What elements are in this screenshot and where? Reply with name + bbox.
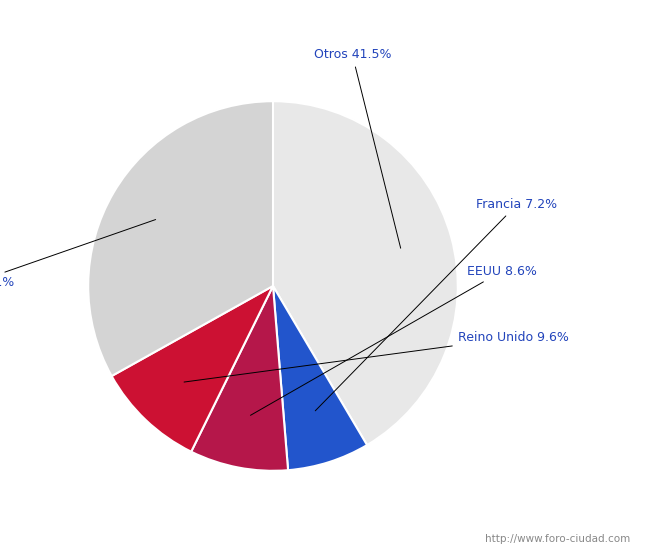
Wedge shape: [191, 286, 288, 471]
Wedge shape: [273, 286, 367, 470]
Text: Reino Unido 9.6%: Reino Unido 9.6%: [184, 331, 569, 382]
Text: EEUU 8.6%: EEUU 8.6%: [250, 265, 537, 415]
Text: Otros 41.5%: Otros 41.5%: [314, 48, 400, 248]
Text: http://www.foro-ciudad.com: http://www.foro-ciudad.com: [486, 535, 630, 544]
Wedge shape: [273, 101, 458, 445]
Text: Noia - Turistas extranjeros según país - Abril de 2024: Noia - Turistas extranjeros según país -…: [105, 13, 545, 32]
Wedge shape: [112, 286, 273, 452]
Text: Francia 7.2%: Francia 7.2%: [315, 198, 558, 411]
Text: Suiza 33.1%: Suiza 33.1%: [0, 219, 155, 289]
Wedge shape: [88, 101, 273, 376]
